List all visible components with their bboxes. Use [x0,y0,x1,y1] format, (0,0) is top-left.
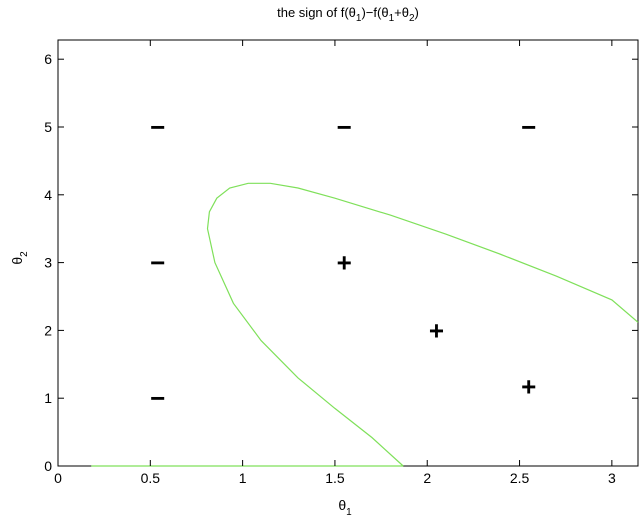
y-axis-label: θ2 [9,251,30,265]
minus-sign-mark: − [150,112,165,142]
y-tick-label: 1 [44,390,52,406]
x-tick-label: 1 [239,470,247,486]
boundary-curve-1 [206,182,639,467]
minus-sign-mark: − [150,248,165,278]
x-tick-label: 3 [608,470,616,486]
minus-sign-mark: − [521,112,536,142]
x-tick-label: 0 [54,470,62,486]
chart-title: the sign of f(θ1)−f(θ1+θ2) [277,5,419,24]
y-tick-label: 5 [44,119,52,135]
plus-sign-mark: + [429,315,444,345]
x-tick-label: 2 [423,470,431,486]
minus-sign-mark: − [150,383,165,413]
x-tick-label: 0.5 [141,470,161,486]
y-tick-label: 6 [44,51,52,67]
y-tick-label: 4 [44,187,52,203]
plot-area-frame [57,39,639,467]
sign-annotations: − − − − + + − + [150,112,536,413]
plus-sign-mark: + [337,248,352,278]
y-tick-label: 3 [44,255,52,271]
plus-sign-mark: + [521,372,536,402]
x-tick-label: 1.5 [325,470,345,486]
y-tick-label: 2 [44,322,52,338]
x-axis-label: θ1 [338,497,352,518]
axis-tick-labels: 0 0.5 1 1.5 2 2.5 3 0 1 2 3 4 5 6 [44,51,616,486]
y-tick-label: 0 [44,458,52,474]
minus-sign-mark: − [337,112,352,142]
axis-ticks [57,40,638,467]
x-tick-label: 2.5 [510,470,530,486]
